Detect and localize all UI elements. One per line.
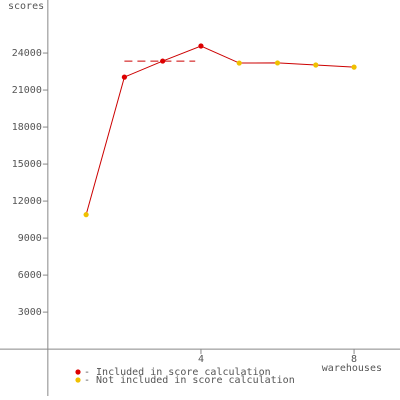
y-tick-label: 9000 xyxy=(18,233,42,244)
data-point xyxy=(351,64,357,70)
y-axis-label: scores xyxy=(8,1,44,12)
x-axis-label: warehouses xyxy=(322,363,382,374)
legend-marker xyxy=(75,377,81,383)
y-tick-label: 24000 xyxy=(12,48,42,59)
data-point xyxy=(83,212,89,218)
y-tick-label: 15000 xyxy=(12,159,42,170)
legend-label: - Included in score calculation xyxy=(84,367,271,378)
y-tick-label: 21000 xyxy=(12,85,42,96)
y-tick-label: 12000 xyxy=(12,196,42,207)
data-point xyxy=(160,58,166,64)
y-tick-label: 3000 xyxy=(18,307,42,318)
x-tick-label: 4 xyxy=(198,354,204,365)
legend-label: - Not included in score calculation xyxy=(84,375,295,386)
data-point xyxy=(274,60,281,66)
y-tick-label: 18000 xyxy=(12,122,42,133)
legend-marker xyxy=(75,369,81,375)
data-point xyxy=(313,62,319,68)
data-point xyxy=(198,43,204,49)
x-tick-label: 8 xyxy=(351,354,357,365)
data-point xyxy=(236,60,242,66)
data-point xyxy=(121,74,128,80)
score-line-path xyxy=(85,45,355,215)
y-tick-label: 6000 xyxy=(18,270,42,281)
